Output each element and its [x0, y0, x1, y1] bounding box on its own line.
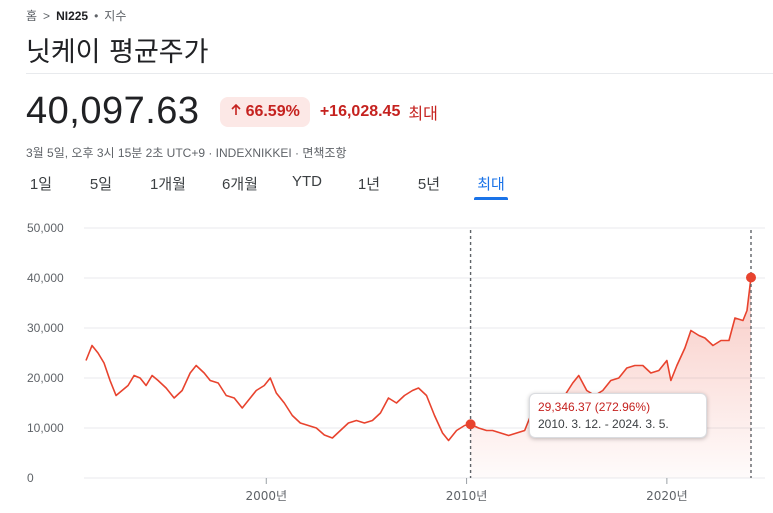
- chevron-right-icon: >: [43, 8, 51, 23]
- range-tabs: 1일 5일 1개월 6개월 YTD 1년 5년 최대: [26, 170, 508, 200]
- tab-6m[interactable]: 6개월: [222, 176, 258, 193]
- y-tick-label: 10,000: [27, 421, 64, 435]
- divider: [26, 73, 773, 74]
- quote-row: 40,097.63 66.59% +16,028.45 최대: [26, 90, 438, 133]
- tab-1y[interactable]: 1년: [357, 176, 381, 193]
- breadcrumb-home-link[interactable]: 홈: [26, 9, 38, 23]
- current-price: 40,097.63: [26, 90, 200, 132]
- x-tick-label: 2000년: [245, 489, 287, 503]
- tooltip-range: 2010. 3. 12. - 2024. 3. 5.: [538, 417, 669, 431]
- tab-max[interactable]: 최대: [474, 170, 508, 200]
- arrow-up-icon: [230, 103, 242, 121]
- breadcrumb-dot: •: [94, 8, 99, 23]
- selection-start-point: [465, 419, 476, 430]
- y-tick-label: 50,000: [27, 221, 64, 235]
- x-tick-label: 2010년: [446, 489, 488, 503]
- x-tick-label: 2020년: [646, 489, 688, 503]
- y-tick-label: 20,000: [27, 371, 64, 385]
- y-tick-label: 30,000: [27, 321, 64, 335]
- page-title: 닛케이 평균주가: [26, 37, 209, 68]
- tab-ytd[interactable]: YTD: [292, 173, 322, 190]
- tooltip-value: 29,346.37 (272.96%): [538, 400, 651, 414]
- change-percent: 66.59%: [245, 102, 300, 120]
- change-period-label: 최대: [408, 103, 438, 123]
- breadcrumb: 홈 > NI225 • 지수: [26, 7, 126, 24]
- tab-1m[interactable]: 1개월: [150, 176, 186, 193]
- selection-tooltip: 29,346.37 (272.96%) 2010. 3. 12. - 2024.…: [529, 393, 707, 438]
- quote-meta: 3월 5일, 오후 3시 15분 2초 UTC+9 · INDEXNIKKEI …: [26, 146, 347, 160]
- breadcrumb-symbol: NI225: [56, 8, 89, 23]
- selection-end-point: [745, 272, 756, 283]
- price-line: [85, 277, 752, 442]
- breadcrumb-type: 지수: [104, 9, 127, 23]
- change-percent-badge: 66.59%: [219, 96, 310, 127]
- tab-1d[interactable]: 1일: [29, 176, 53, 193]
- y-tick-label: 40,000: [27, 271, 64, 285]
- price-chart[interactable]: 50,000 40,000 30,000 20,000 10,000 0 2000년 2010…: [0, 210, 773, 513]
- tab-5d[interactable]: 5일: [89, 176, 113, 193]
- y-tick-label: 0: [27, 471, 34, 485]
- change-value: +16,028.45: [319, 102, 401, 120]
- tab-5y[interactable]: 5년: [417, 176, 441, 193]
